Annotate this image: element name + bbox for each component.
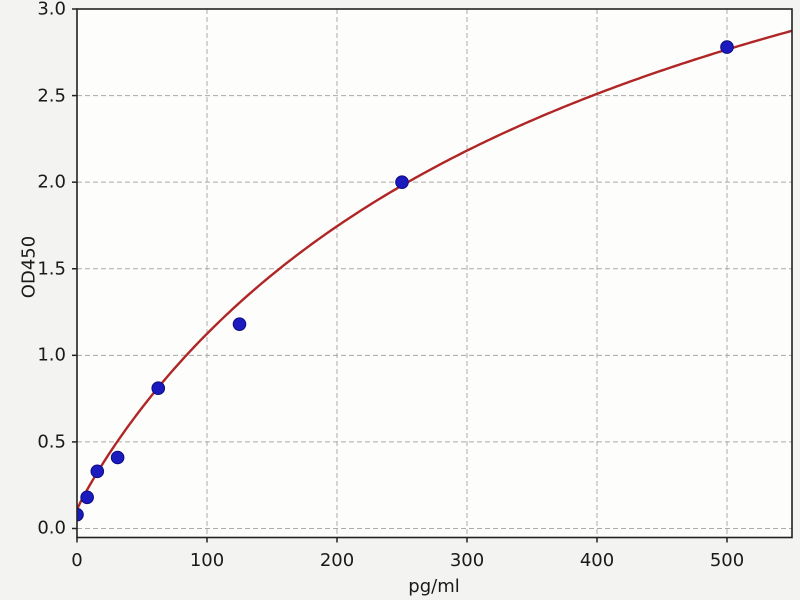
- data-point: [720, 40, 734, 54]
- data-point: [395, 175, 409, 189]
- y-tick-label: 1.5: [37, 258, 66, 280]
- data-point: [232, 317, 247, 331]
- y-tick-label: 3.0: [37, 0, 66, 20]
- data-point: [80, 490, 94, 505]
- data-point: [77, 507, 84, 522]
- data-point: [110, 450, 125, 465]
- data-point: [90, 464, 105, 479]
- plot-background: [77, 9, 792, 538]
- y-axis-label: OD450: [18, 235, 40, 299]
- x-tick-label: 300: [449, 549, 485, 571]
- y-tick-label: 2.5: [37, 85, 66, 107]
- y-tick-label: 1.0: [37, 344, 66, 366]
- x-tick-label: 0: [71, 549, 83, 571]
- x-tick-label: 400: [579, 549, 615, 571]
- x-tick-label: 100: [189, 549, 225, 571]
- y-tick-label: 2.0: [37, 171, 66, 193]
- x-axis-label: pg/ml: [408, 576, 460, 597]
- y-tick-label: 0.5: [37, 431, 66, 453]
- axes-frame: [76, 8, 793, 539]
- fit-curve-line: [77, 29, 792, 510]
- x-tick-label: 200: [319, 549, 355, 571]
- data-point: [151, 381, 166, 396]
- y-tick-label: 0.0: [37, 517, 66, 539]
- x-tick-label: 500: [709, 549, 745, 571]
